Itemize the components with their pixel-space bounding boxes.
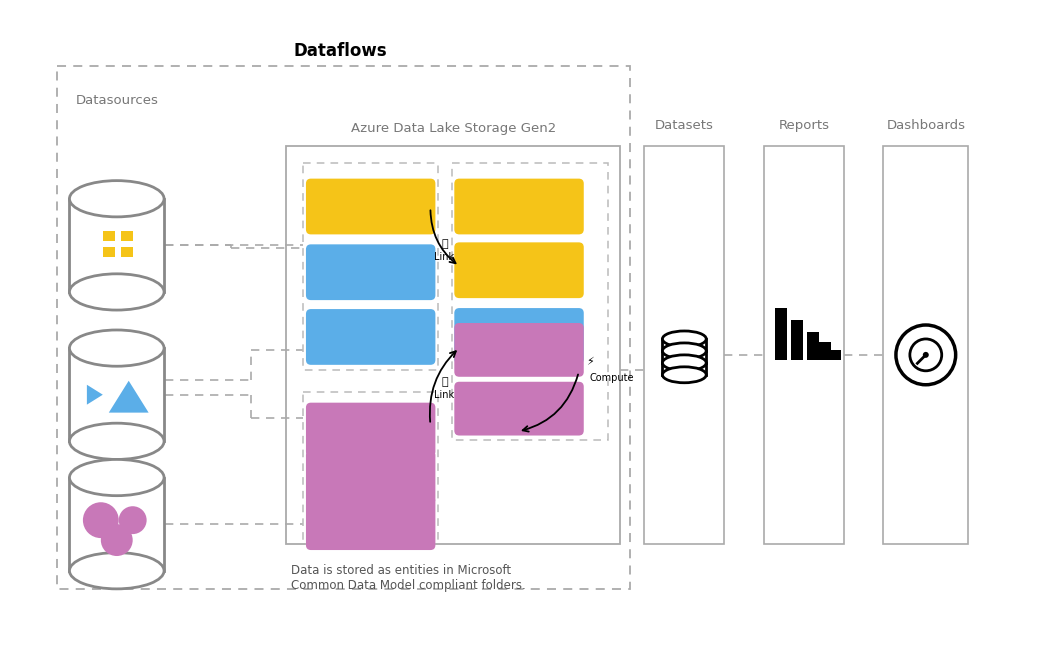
FancyBboxPatch shape: [455, 242, 583, 298]
Ellipse shape: [70, 460, 165, 495]
Ellipse shape: [663, 355, 706, 371]
FancyBboxPatch shape: [306, 309, 436, 365]
Text: Reports: Reports: [779, 119, 829, 132]
FancyBboxPatch shape: [455, 381, 583, 436]
Ellipse shape: [663, 367, 706, 383]
Bar: [70, 478, 165, 571]
FancyBboxPatch shape: [455, 178, 583, 234]
FancyBboxPatch shape: [306, 450, 436, 505]
Bar: [286, 146, 619, 544]
Polygon shape: [87, 385, 102, 405]
Bar: [807, 332, 819, 360]
Bar: [453, 163, 608, 439]
Ellipse shape: [70, 423, 165, 460]
Text: Dashboards: Dashboards: [886, 119, 965, 132]
Bar: [663, 339, 706, 351]
Circle shape: [923, 352, 928, 358]
Bar: [829, 350, 841, 360]
FancyBboxPatch shape: [306, 244, 436, 300]
Bar: [791, 320, 803, 360]
Bar: [883, 146, 968, 544]
Bar: [775, 308, 787, 360]
FancyBboxPatch shape: [306, 496, 436, 550]
Bar: [645, 146, 724, 544]
Bar: [663, 351, 706, 363]
Bar: [764, 146, 844, 544]
Ellipse shape: [70, 330, 165, 367]
Circle shape: [83, 502, 119, 538]
FancyBboxPatch shape: [306, 178, 436, 234]
Text: Compute: Compute: [590, 373, 634, 383]
FancyBboxPatch shape: [455, 323, 583, 377]
Bar: [70, 199, 165, 292]
Bar: [819, 342, 830, 360]
Text: Datasets: Datasets: [655, 119, 714, 132]
Bar: [120, 247, 133, 257]
Text: ⚡: ⚡: [586, 357, 594, 367]
Bar: [303, 392, 439, 544]
Text: Azure Data Lake Storage Gen2: Azure Data Lake Storage Gen2: [350, 122, 556, 135]
Text: Link: Link: [435, 253, 455, 262]
Text: ⛓: ⛓: [441, 240, 447, 249]
Bar: [303, 163, 439, 370]
Text: Datasources: Datasources: [75, 94, 158, 107]
Circle shape: [119, 506, 147, 534]
Ellipse shape: [70, 553, 165, 589]
Bar: [663, 363, 706, 375]
Bar: [70, 348, 165, 441]
Bar: [120, 231, 133, 242]
Polygon shape: [109, 381, 149, 413]
Text: ⛓: ⛓: [441, 377, 447, 387]
Bar: [102, 231, 115, 242]
FancyBboxPatch shape: [306, 403, 436, 456]
Ellipse shape: [663, 343, 706, 359]
Ellipse shape: [70, 180, 165, 217]
Ellipse shape: [70, 274, 165, 310]
Text: Link: Link: [435, 390, 455, 400]
Circle shape: [101, 524, 133, 556]
FancyBboxPatch shape: [455, 308, 583, 364]
Ellipse shape: [663, 331, 706, 347]
Bar: [57, 66, 630, 589]
Text: Data is stored as entities in Microsoft
Common Data Model compliant folders.: Data is stored as entities in Microsoft …: [291, 564, 525, 592]
Bar: [102, 247, 115, 257]
Text: Dataflows: Dataflows: [294, 42, 387, 60]
